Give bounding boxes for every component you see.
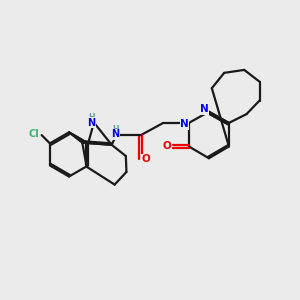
Text: O: O (162, 142, 171, 152)
Text: Cl: Cl (29, 129, 40, 139)
Text: H: H (88, 113, 95, 122)
Text: N: N (200, 104, 209, 114)
Text: H: H (112, 125, 119, 134)
Text: N: N (180, 119, 189, 129)
Text: N: N (88, 118, 96, 128)
Text: N: N (112, 129, 120, 140)
Text: O: O (142, 154, 150, 164)
